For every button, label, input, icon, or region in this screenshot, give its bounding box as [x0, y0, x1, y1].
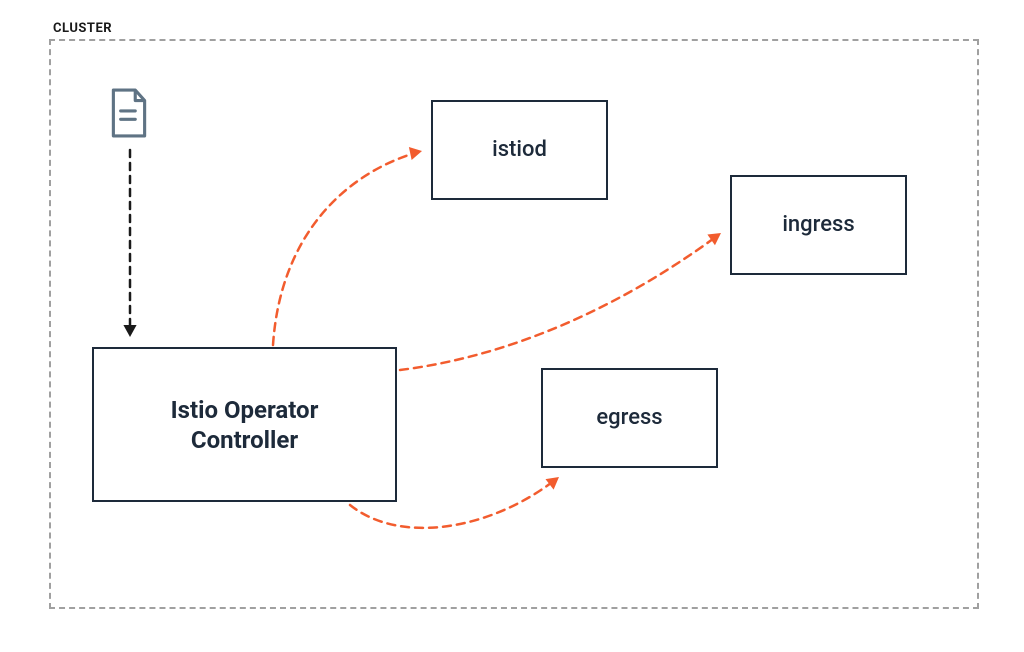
cluster-label: CLUSTER — [53, 21, 112, 36]
egress-box: egress — [541, 368, 718, 468]
ingress-box: ingress — [730, 175, 907, 275]
istiod-box: istiod — [431, 100, 608, 200]
istio-operator-controller-box: Istio OperatorController — [92, 347, 397, 502]
egress-label: egress — [596, 404, 662, 432]
ingress-label: ingress — [782, 211, 854, 239]
istiod-label: istiod — [492, 136, 547, 164]
document-icon — [108, 88, 150, 142]
istio-operator-controller-label: Istio OperatorController — [171, 395, 319, 455]
